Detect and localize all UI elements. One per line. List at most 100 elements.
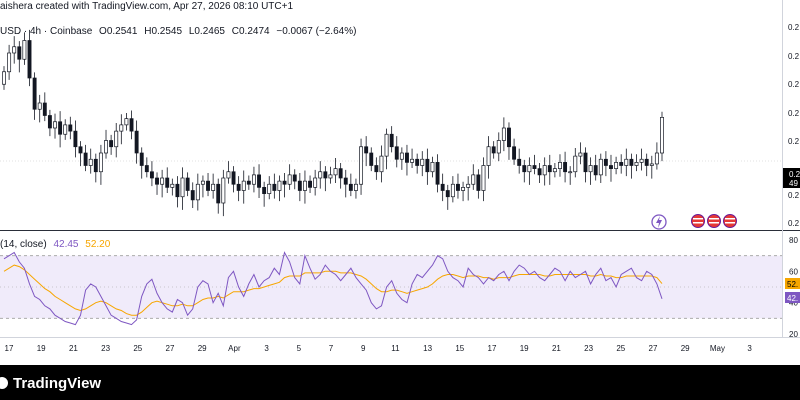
candle-body xyxy=(573,155,578,173)
price-tick-label: 0.2 xyxy=(788,219,800,228)
candle-body xyxy=(98,152,103,173)
candle-body xyxy=(609,165,613,169)
symbol-legend: USD · 4h · Coinbase O0.2541 H0.2545 L0.2… xyxy=(0,25,356,39)
candle-body xyxy=(507,127,511,148)
candle-body xyxy=(369,152,374,166)
low-value: 0.2465 xyxy=(194,26,225,37)
candle-body xyxy=(410,158,415,163)
candles-group xyxy=(2,29,664,217)
candle-body xyxy=(486,146,491,166)
rsi-ma-badge-value: 52. xyxy=(787,280,798,289)
candle-body xyxy=(384,133,389,157)
candle-body xyxy=(629,158,634,166)
candle-body xyxy=(359,146,364,185)
time-tick-label: 25 xyxy=(616,344,625,353)
candle-body xyxy=(37,102,42,110)
rsi-legend[interactable]: (14, close) 42.45 52.20 xyxy=(0,238,110,252)
candle-body xyxy=(221,177,226,204)
candle-body xyxy=(195,183,200,201)
candle-body xyxy=(389,133,394,148)
candle-body xyxy=(47,115,52,129)
chart-area[interactable]: 0.2 0.2 0.2 0.2 0.2 0.2 0.2 0.2 49 xyxy=(0,0,800,365)
candle-body xyxy=(251,174,256,185)
flag-icon[interactable] xyxy=(723,214,737,228)
chart-svg[interactable]: 0.2 0.2 0.2 0.2 0.2 0.2 0.2 0.2 49 xyxy=(0,0,800,365)
candle-body xyxy=(78,146,83,154)
time-tick-label: 27 xyxy=(166,344,175,353)
candle-body xyxy=(568,171,573,174)
candle-body xyxy=(481,165,486,191)
candle-body xyxy=(578,152,583,157)
candle-body xyxy=(32,77,37,110)
price-tick-label: 0.2 xyxy=(788,137,800,146)
candle-body xyxy=(236,183,241,191)
close-value: 0.2474 xyxy=(238,26,270,37)
candle-body xyxy=(180,177,185,198)
candle-body xyxy=(415,158,420,166)
rsi-params: (14, close) xyxy=(0,239,47,250)
price-tick-label: 0.2 xyxy=(788,23,800,32)
candle-body xyxy=(134,130,139,154)
candle-body xyxy=(328,174,333,179)
candle-body xyxy=(394,146,399,160)
time-tick-label: 3 xyxy=(264,344,269,353)
candle-body xyxy=(583,152,588,173)
time-tick-label: Apr xyxy=(228,344,241,353)
time-tick-label: 11 xyxy=(391,344,400,353)
candle-body xyxy=(552,168,557,173)
candle-body xyxy=(308,180,312,188)
candle-body xyxy=(297,180,302,191)
time-tick-label: 15 xyxy=(455,344,464,353)
time-tick-label: May xyxy=(710,344,725,353)
candle-body xyxy=(644,158,649,166)
rsi-ma-line xyxy=(3,264,663,316)
candle-body xyxy=(354,183,358,191)
price-axis: 0.2 0.2 0.2 0.2 0.2 0.2 0.2 xyxy=(788,23,800,228)
candle-body xyxy=(216,183,221,204)
candle-body xyxy=(287,174,292,185)
flag-icon[interactable] xyxy=(691,214,705,228)
symbol-name[interactable]: USD · 4h · Coinbase xyxy=(0,26,93,37)
time-tick-label: 25 xyxy=(133,344,142,353)
candle-body xyxy=(399,152,404,160)
candle-body xyxy=(547,165,552,173)
candle-body xyxy=(440,183,445,191)
candle-body xyxy=(211,183,216,191)
candle-body xyxy=(93,158,98,173)
candle-body xyxy=(542,165,547,176)
brand-logo[interactable]: TradingView xyxy=(0,375,101,392)
candle-body xyxy=(206,180,210,191)
rsi-tick-label: 80 xyxy=(789,236,798,245)
candle-body xyxy=(476,174,481,191)
time-tick-label: 21 xyxy=(69,344,78,353)
alert-icon[interactable] xyxy=(651,214,667,230)
candle-body xyxy=(114,130,119,148)
candle-body xyxy=(374,165,379,173)
candle-body xyxy=(466,183,471,188)
time-tick-label: 3 xyxy=(747,344,752,353)
candle-body xyxy=(435,162,440,185)
candle-body xyxy=(257,174,261,188)
candle-body xyxy=(262,187,267,194)
time-tick-label: 29 xyxy=(198,344,207,353)
candle-body xyxy=(246,180,251,185)
candle-body xyxy=(364,146,369,154)
close-label: C xyxy=(231,26,239,37)
price-pane-bg xyxy=(0,0,782,230)
flag-icon[interactable] xyxy=(707,214,721,228)
candle-body xyxy=(333,168,338,176)
candle-body xyxy=(83,152,88,166)
time-tick-label: 17 xyxy=(5,344,14,353)
candle-body xyxy=(155,177,159,185)
chart-header: aishera created with TradingView.com, Ap… xyxy=(0,1,294,12)
candle-body xyxy=(649,163,654,166)
rsi-pane xyxy=(0,251,782,326)
candle-body xyxy=(445,190,450,198)
candle-body xyxy=(558,162,562,169)
candle-body xyxy=(144,165,149,173)
candle-body xyxy=(491,146,496,154)
rsi-band xyxy=(0,255,782,319)
candle-body xyxy=(17,46,22,60)
countdown-value: 49 xyxy=(789,179,798,188)
candle-body xyxy=(598,158,603,176)
